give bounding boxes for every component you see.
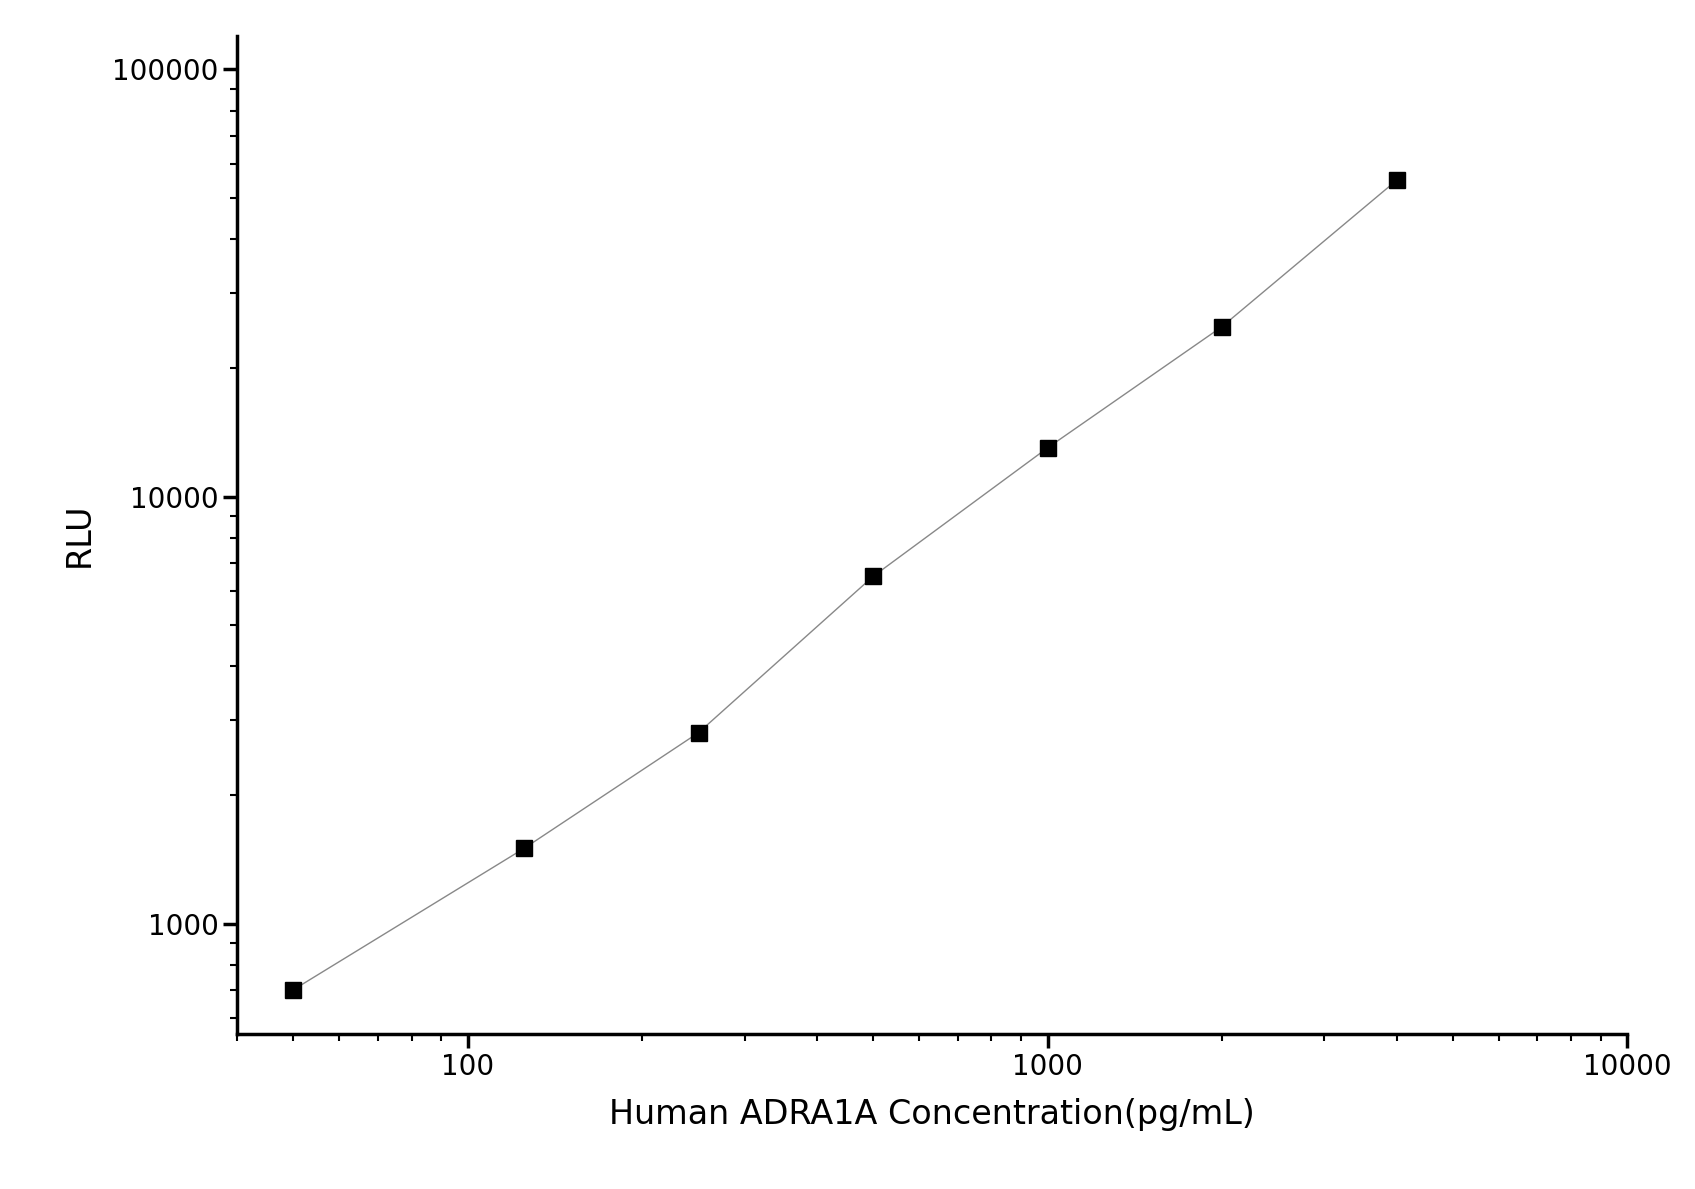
Y-axis label: RLU: RLU bbox=[63, 503, 95, 567]
X-axis label: Human ADRA1A Concentration(pg/mL): Human ADRA1A Concentration(pg/mL) bbox=[610, 1097, 1254, 1131]
